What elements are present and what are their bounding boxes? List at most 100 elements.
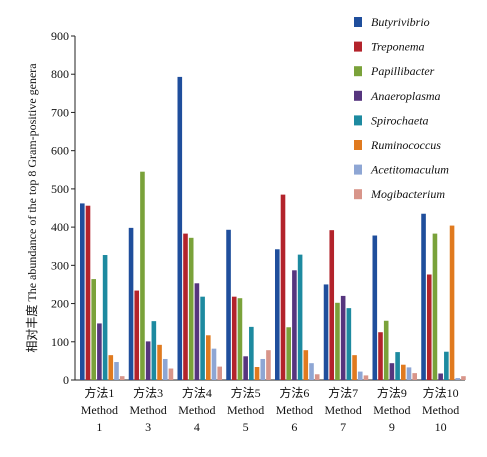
bar-papillibacter (188, 237, 194, 380)
bar-anaeroplasma (194, 283, 200, 380)
bar-acetitomaculum (309, 363, 314, 380)
bar-spirochaeta (200, 296, 205, 380)
x-category-en-label: Method (324, 403, 361, 417)
bar-ruminococcus (401, 364, 406, 380)
bar-mogibacterium (363, 375, 369, 380)
bar-acetitomaculum (455, 378, 461, 380)
bar-mogibacterium (461, 376, 466, 380)
legend-label: Treponema (371, 40, 425, 54)
bar-spirochaeta (444, 351, 449, 380)
legend-swatch (354, 17, 362, 27)
bar-treponema (183, 233, 188, 380)
legend-swatch (354, 115, 362, 126)
x-category-en-label: Method (276, 403, 313, 417)
x-category-en-label: Method (81, 403, 118, 417)
x-category-num-label: 9 (389, 420, 395, 434)
bar-butyrivibrio (372, 235, 378, 380)
bar-papillibacter (91, 279, 96, 380)
bar-anaeroplasma (389, 363, 395, 380)
bar-acetitomaculum (211, 348, 217, 380)
x-category-cn-label: 方法6 (279, 385, 309, 400)
x-category-cn-label: 方法9 (377, 385, 407, 400)
bar-papillibacter (237, 298, 243, 380)
legend-label: Butyrivibrio (371, 15, 430, 29)
legend: Butyrivibrio Treponema Papillibacter Anaero… (354, 15, 449, 201)
legend-label: Acetitomaculum (370, 163, 449, 177)
bar-treponema (329, 230, 335, 380)
bar-anaeroplasma (292, 270, 297, 380)
x-category-en-label: Method (373, 403, 410, 417)
bar-ruminococcus (157, 344, 162, 380)
bar-treponema (231, 296, 237, 380)
bars (80, 76, 466, 381)
legend-label: Anaeroplasma (370, 89, 441, 103)
bar-treponema (134, 290, 140, 380)
bar-acetitomaculum (162, 358, 168, 380)
y-tick-label: 400 (51, 220, 69, 234)
y-axis: 0 100 200 300 400 500 600 700 800 900 (51, 29, 76, 387)
x-category-en-label: Method (227, 403, 264, 417)
bar-acetitomaculum (114, 362, 119, 380)
legend-swatch (354, 41, 362, 52)
bar-mogibacterium (119, 376, 125, 380)
bar-anaeroplasma (97, 323, 102, 380)
bar-mogibacterium (266, 350, 271, 380)
bar-ruminococcus (352, 355, 357, 380)
y-tick-label: 100 (51, 335, 69, 349)
x-category-cn-label: 方法1 (84, 385, 114, 400)
bar-spirochaeta (346, 308, 352, 380)
y-axis-label: 相对丰度 The abundance of the top 8 Gram-pos… (24, 63, 39, 353)
bar-butyrivibrio (128, 227, 134, 380)
x-category-num-label: 5 (243, 420, 249, 434)
bar-papillibacter (383, 320, 389, 380)
bar-ruminococcus (206, 335, 211, 380)
bar-mogibacterium (168, 368, 174, 380)
legend-swatch (354, 189, 362, 200)
x-category-en-label: Method (178, 403, 215, 417)
bar-acetitomaculum (260, 358, 266, 380)
y-tick-label: 700 (51, 105, 69, 119)
legend-label: Mogibacterium (370, 187, 445, 201)
legend-swatch (354, 66, 362, 77)
bar-anaeroplasma (243, 356, 248, 380)
bar-butyrivibrio (421, 213, 426, 380)
bar-spirochaeta (395, 352, 400, 380)
y-tick-label: 300 (51, 258, 69, 272)
bar-treponema (378, 332, 383, 380)
y-tick-label: 900 (51, 29, 69, 43)
bar-butyrivibrio (177, 76, 183, 381)
bar-anaeroplasma (340, 295, 346, 380)
y-tick-label: 200 (51, 297, 69, 311)
bar-mogibacterium (314, 374, 320, 380)
bar-papillibacter (286, 327, 291, 380)
bar-treponema (426, 274, 432, 380)
bar-butyrivibrio (275, 249, 280, 380)
x-category-num-label: 1 (96, 420, 102, 434)
x-category-en-label: Method (422, 403, 459, 417)
bar-acetitomaculum (357, 371, 363, 380)
x-axis: 方法1 Method 1 方法3 Method 3 方法4 Method 4 方法5 Method 5… (75, 379, 465, 434)
bar-spirochaeta (249, 326, 254, 380)
x-category-en-label: Method (129, 403, 166, 417)
bar-papillibacter (432, 233, 438, 380)
bar-acetitomaculum (406, 367, 412, 380)
x-category-num-label: 6 (291, 420, 297, 434)
x-category-cn-label: 方法7 (328, 385, 358, 400)
bar-treponema (280, 194, 286, 380)
bar-ruminococcus (449, 225, 455, 380)
y-tick-label: 500 (51, 182, 69, 196)
bar-ruminococcus (254, 367, 260, 380)
bar-spirochaeta (297, 254, 303, 380)
bar-ruminococcus (303, 350, 309, 380)
x-category-cn-label: 方法10 (423, 385, 459, 400)
y-tick-label: 0 (63, 373, 69, 387)
bar-spirochaeta (151, 321, 157, 380)
legend-label: Ruminococcus (370, 138, 441, 152)
legend-label: Papillibacter (370, 64, 435, 78)
bar-anaeroplasma (145, 341, 151, 380)
y-tick-label: 800 (51, 67, 69, 81)
x-category-cn-label: 方法5 (231, 385, 261, 400)
bar-mogibacterium (217, 366, 222, 380)
bar-anaeroplasma (438, 373, 443, 380)
